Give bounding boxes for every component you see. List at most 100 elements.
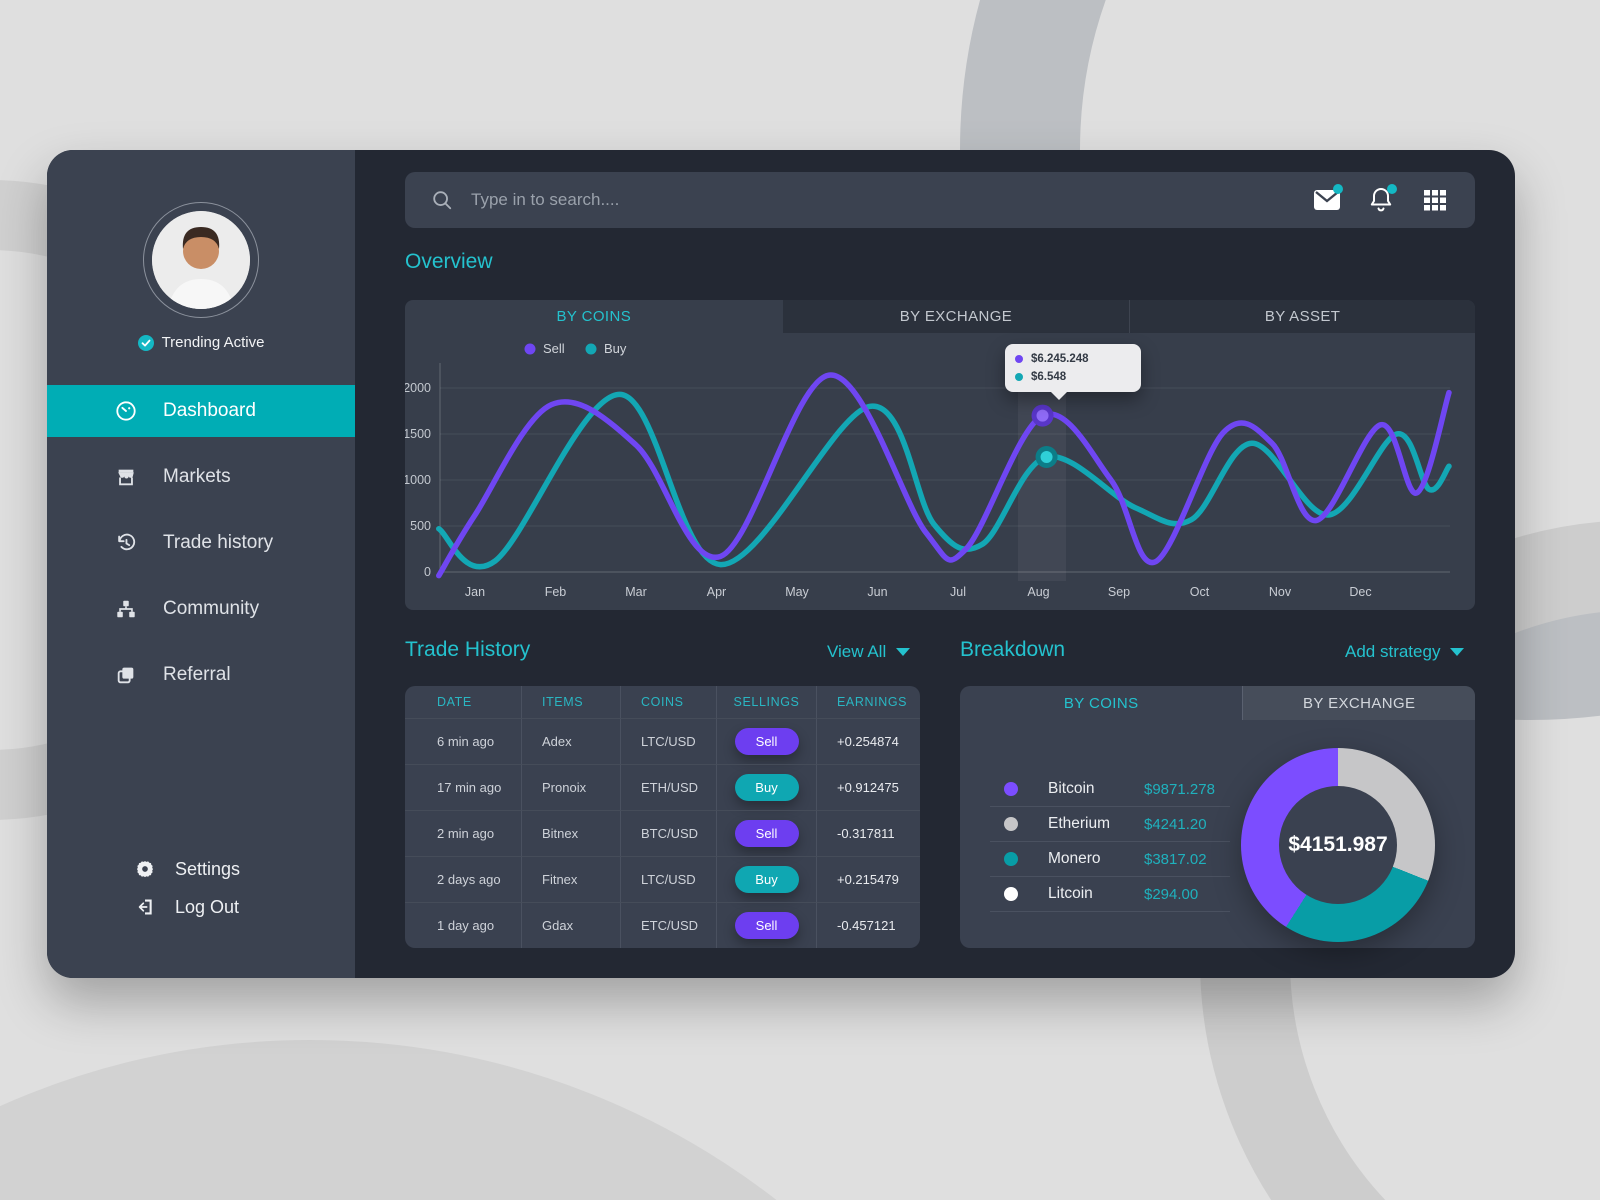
chevron-down-icon [896, 648, 911, 656]
cell-date: 2 min ago [405, 810, 522, 856]
mail-icon[interactable] [1313, 184, 1343, 214]
view-all-button[interactable]: View All [827, 642, 911, 662]
cell-item: Pronoix [522, 764, 621, 810]
column-header: DATE [405, 686, 522, 718]
donut-hole: $4151.987 [1279, 786, 1397, 904]
x-axis-label: Mar [625, 585, 647, 599]
sidebar-footer: Settings Log Out [47, 850, 355, 926]
tab-breakdown-by-exchange[interactable]: BY EXCHANGE [1242, 686, 1475, 720]
cell-date: 6 min ago [405, 718, 522, 764]
buy-dot-icon [1015, 373, 1023, 381]
x-axis-label: Nov [1269, 585, 1292, 599]
sidebar-item-community[interactable]: Community [47, 583, 355, 635]
legend-item-bitcoin: Bitcoin $9871.278 [990, 772, 1230, 807]
tab-by-exchange[interactable]: BY EXCHANGE [782, 300, 1130, 333]
x-axis-label: Jun [867, 585, 887, 599]
y-axis-tick: 0 [424, 565, 431, 579]
x-axis-label: Jul [950, 585, 966, 599]
cell-item: Bitnex [522, 810, 621, 856]
notification-dot [1387, 184, 1397, 194]
cell-earning: -0.457121 [817, 902, 920, 948]
donut-total: $4151.987 [1288, 833, 1388, 856]
sidebar-item-label: Settings [175, 858, 241, 879]
x-axis-label: Sep [1108, 585, 1130, 599]
search-icon [433, 191, 452, 210]
y-axis-tick: 1500 [405, 427, 431, 441]
cell-coin: ETH/USD [621, 764, 717, 810]
add-strategy-label: Add strategy [1345, 642, 1441, 661]
dashboard-gauge-icon [116, 401, 136, 421]
x-axis-label: Feb [545, 585, 567, 599]
buy-pill-button[interactable]: Buy [734, 866, 799, 893]
cell-date: 1 day ago [405, 902, 522, 948]
logout-icon [138, 899, 152, 915]
sidebar-item-logout[interactable]: Log Out [47, 888, 355, 926]
legend-name: Litcoin [1048, 885, 1093, 902]
sidebar-item-settings[interactable]: Settings [47, 850, 355, 888]
x-axis-label: Oct [1190, 585, 1210, 599]
sidebar-item-referral[interactable]: Referral [47, 649, 355, 701]
check-circle-icon [137, 334, 154, 351]
sell-pill-button[interactable]: Sell [734, 912, 799, 939]
search-input[interactable] [469, 189, 1297, 211]
bell-icon[interactable] [1367, 184, 1397, 214]
series-line-sell [436, 372, 1452, 579]
legend-name: Etherium [1048, 815, 1111, 832]
legend-name: Monero [1048, 850, 1101, 867]
column-header: COINS [621, 686, 717, 718]
column-header: ITEMS [522, 686, 621, 718]
legend-item-monero: Monero $3817.02 [990, 842, 1230, 877]
sidebar-item-markets[interactable]: Markets [47, 451, 355, 503]
sitemap-icon [117, 600, 135, 618]
breakdown-title: Breakdown [960, 638, 1066, 661]
legend-dot-icon [1004, 782, 1018, 796]
cell-action: Sell [717, 902, 817, 948]
breakdown-tabs: BY COINS BY EXCHANGE [960, 686, 1475, 720]
gear-icon [137, 861, 153, 878]
sidebar-nav: Dashboard Markets Trad [47, 385, 355, 715]
x-axis-label: May [785, 585, 809, 599]
search-bar [405, 172, 1475, 228]
column-header: EARNINGS [837, 695, 908, 709]
cell-action: Sell [717, 718, 817, 764]
sidebar-item-dashboard[interactable]: Dashboard [47, 385, 355, 437]
trade-history-title: Trade History [405, 638, 531, 661]
buy-pill-button[interactable]: Buy [734, 774, 799, 801]
cell-item: Fitnex [522, 856, 621, 902]
sell-pill-button[interactable]: Sell [734, 728, 799, 755]
legend-value: $294.00 [1144, 885, 1199, 903]
sell-dot-icon [1015, 355, 1023, 363]
copy-layers-icon [117, 667, 134, 684]
apps-grid-icon[interactable] [1421, 186, 1449, 214]
cell-item: Gdax [522, 902, 621, 948]
chart-tooltip: $6.245.248 $6.548 [1005, 344, 1141, 400]
legend-label: Sell [543, 341, 565, 356]
tab-breakdown-by-coins[interactable]: BY COINS [1063, 694, 1139, 712]
sidebar: Trending Active Dashboard [47, 150, 355, 978]
legend-dot-icon [1004, 852, 1018, 866]
avatar[interactable] [143, 202, 259, 318]
tab-by-coins[interactable]: BY COINS [556, 308, 632, 325]
tab-by-asset[interactable]: BY ASSET [1129, 300, 1475, 333]
tooltip-sell-value: $6.245.248 [1031, 353, 1089, 365]
topbar-icons [1313, 184, 1449, 214]
legend-value: $4241.20 [1144, 815, 1207, 833]
sidebar-item-label: Dashboard [163, 400, 256, 421]
x-axis-label: Aug [1027, 585, 1049, 599]
sidebar-item-trade-history[interactable]: Trade history [47, 517, 355, 569]
add-strategy-button[interactable]: Add strategy [1345, 642, 1465, 662]
cell-earning: +0.215479 [817, 856, 920, 902]
legend-name: Bitcoin [1048, 780, 1095, 797]
history-icon [118, 533, 136, 551]
breakdown-legend: Bitcoin $9871.278 Etherium $4241.20 Monero $3… [990, 772, 1230, 912]
series-line-buy [436, 391, 1452, 570]
sell-pill-button[interactable]: Sell [734, 820, 799, 847]
background-shape [0, 1040, 1070, 1200]
cell-coin: ETC/USD [621, 902, 717, 948]
cell-coin: BTC/USD [621, 810, 717, 856]
cell-earning: +0.912475 [817, 764, 920, 810]
cell-coin: LTC/USD [621, 856, 717, 902]
highlight-dot-core [1040, 451, 1053, 463]
legend-dot-icon [1004, 817, 1018, 831]
